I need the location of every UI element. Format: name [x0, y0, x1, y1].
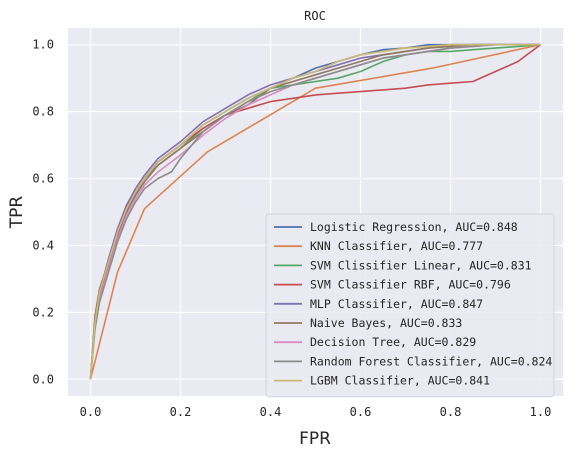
y-axis-label: TPR [7, 196, 27, 230]
y-tick-label: 0.2 [32, 305, 54, 319]
legend-entry: LGBM Classifier, AUC=0.841 [310, 374, 490, 388]
y-tick-label: 0.6 [32, 172, 54, 186]
x-tick-label: 0.8 [440, 405, 462, 419]
x-tick-label: 1.0 [530, 405, 552, 419]
legend-entry: Random Forest Classifier, AUC=0.824 [310, 354, 552, 368]
y-tick-labels: 0.0 0.2 0.4 0.6 0.8 1.0 [32, 38, 54, 387]
x-tick-label: 0.2 [170, 405, 192, 419]
x-tick-labels: 0.0 0.2 0.4 0.6 0.8 1.0 [80, 405, 552, 419]
legend: Logistic Regression, AUC=0.848 KNN Classi… [265, 213, 555, 398]
legend-entry: SVM Clissifier Linear, AUC=0.831 [310, 258, 532, 272]
series-line-7 [89, 43, 541, 380]
x-tick-label: 0.6 [350, 405, 372, 419]
y-tick-label: 0.4 [32, 238, 54, 252]
legend-entry: MLP Classifier, AUC=0.847 [310, 297, 483, 311]
x-tick-label: 0.4 [260, 405, 282, 419]
series-line-1 [89, 43, 541, 380]
legend-entry: SVM Classifier RBF, AUC=0.796 [310, 278, 511, 292]
y-tick-label: 0.0 [32, 372, 54, 386]
chart-title: ROC [304, 9, 326, 23]
y-tick-label: 0.8 [32, 105, 54, 119]
legend-box [265, 213, 555, 398]
series-lines [89, 43, 541, 380]
legend-entry: Logistic Regression, AUC=0.848 [310, 220, 518, 234]
legend-entry: Decision Tree, AUC=0.829 [310, 335, 476, 349]
x-tick-label: 0.0 [80, 405, 102, 419]
x-axis-label: FPR [299, 429, 331, 449]
legend-entry: KNN Classifier, AUC=0.777 [310, 239, 483, 253]
legend-entry: Naive Bayes, AUC=0.833 [310, 316, 462, 330]
y-tick-label: 1.0 [32, 38, 54, 52]
grid [68, 28, 563, 396]
series-line-8 [89, 43, 541, 380]
